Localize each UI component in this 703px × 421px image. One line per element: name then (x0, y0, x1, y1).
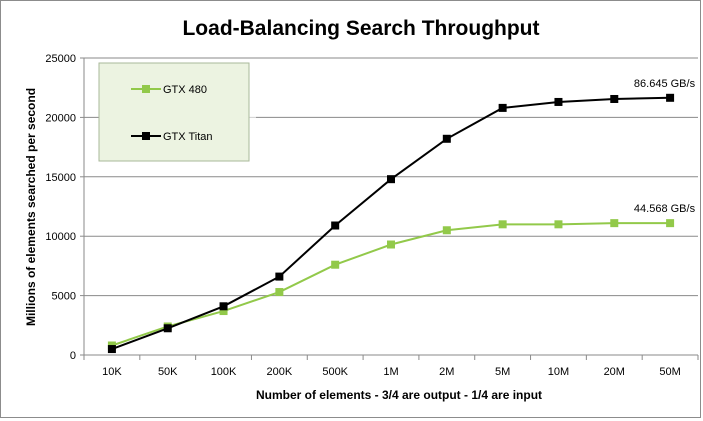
legend-label: GTX Titan (163, 131, 213, 143)
data-point-marker (331, 260, 340, 269)
legend-marker (142, 132, 150, 140)
data-point-marker (554, 97, 563, 106)
data-point-marker (107, 345, 116, 354)
data-point-marker (666, 93, 675, 102)
data-point-marker (387, 240, 395, 249)
annotations: 44.568 GB/s 86.645 GB/s (634, 78, 696, 215)
y-tick-label: 15000 (45, 172, 76, 184)
chart-title: Load-Balancing Search Throughput (182, 17, 539, 40)
data-point-marker (275, 272, 284, 281)
legend-label: GTX 480 (163, 84, 207, 96)
x-tick-label: 50K (158, 366, 178, 378)
axes (80, 57, 699, 360)
data-point-marker (666, 219, 675, 228)
y-tick-label: 25000 (45, 53, 76, 65)
data-point-marker (498, 103, 507, 112)
data-point-marker (387, 175, 395, 184)
data-point-marker (554, 220, 563, 229)
data-point-marker (219, 302, 228, 311)
data-point-marker (442, 134, 451, 143)
x-axis-title: Number of elements - 3/4 are output - 1/… (256, 388, 542, 402)
series-end-label: 86.645 GB/s (634, 78, 696, 90)
data-point-marker (219, 307, 228, 316)
data-point-marker (498, 220, 507, 229)
x-tick-label: 500K (322, 366, 348, 378)
y-axis-title: Millions of elements searched per second (24, 88, 38, 326)
y-tick-label: 10000 (45, 231, 76, 243)
y-tick-label: 20000 (45, 112, 76, 124)
y-tick-label: 0 (70, 350, 76, 362)
series-layer (107, 93, 675, 354)
x-tick-label: 200K (267, 366, 293, 378)
x-tick-label: 20M (604, 366, 625, 378)
legend-box (98, 62, 250, 162)
x-tick-label: 50M (659, 366, 680, 378)
y-tick-label: 5000 (52, 291, 76, 303)
series-end-label: 44.568 GB/s (634, 203, 696, 215)
legend-marker (142, 85, 150, 93)
data-point-marker (331, 221, 340, 230)
legend: GTX 480 GTX Titan (98, 62, 256, 168)
x-tick-label: 2M (439, 366, 454, 378)
x-tick-label: 1M (383, 366, 398, 378)
x-tick-label: 100K (211, 366, 237, 378)
y-tick-labels: 0 5000 10000 15000 20000 25000 (45, 53, 76, 362)
data-point-marker (610, 94, 619, 103)
legend-items: GTX 480 GTX Titan (131, 84, 213, 143)
data-point-marker (163, 324, 172, 333)
data-point-marker (610, 219, 619, 228)
data-point-marker (442, 226, 451, 235)
x-tick-label: 10M (548, 366, 569, 378)
x-tick-label: 10K (102, 366, 122, 378)
x-tick-label: 5M (495, 366, 510, 378)
data-point-marker (275, 288, 284, 297)
x-tick-labels: 10K 50K 100K 200K 500K 1M 2M 5M 10M 20M 50M (102, 366, 681, 378)
